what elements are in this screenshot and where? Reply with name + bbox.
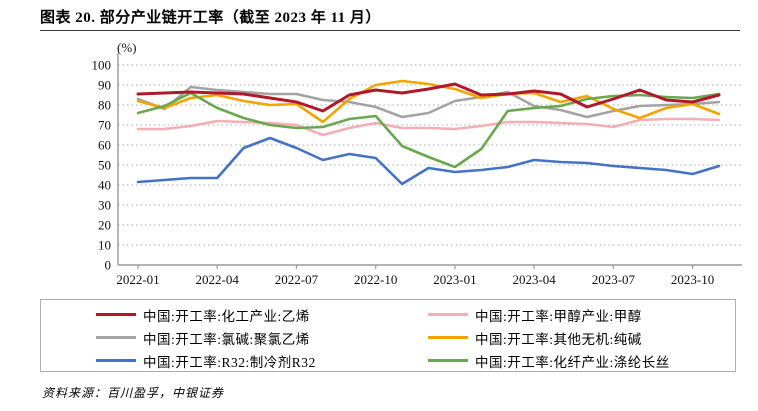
legend-item: 中国:开工率:R32:制冷剂R32: [96, 351, 428, 371]
title-divider: [40, 30, 740, 31]
legend-label: 中国:开工率:R32:制冷剂R32: [143, 354, 316, 370]
x-tick-label: 2022-10: [354, 272, 397, 287]
series-line-2: [136, 85, 721, 119]
figure-title: 图表 20. 部分产业链开工率（截至 2023 年 11 月）: [40, 10, 381, 26]
x-tick-label: 2022-01: [116, 272, 159, 287]
legend-label: 中国:开工率:其他无机:纯碱: [475, 331, 642, 347]
source-note: 资料来源：百川盈孚，中银证券: [42, 386, 225, 400]
series-line-0: [136, 82, 721, 113]
chart-legend: 中国:开工率:化工产业:乙烯 中国:开工率:甲醇产业:甲醇中国:开工率:氯碱:聚氯…: [40, 299, 736, 372]
legend-item: 中国:开工率:其他无机:纯碱: [428, 328, 735, 348]
y-tick-label: 70: [98, 118, 111, 133]
y-tick-label: 80: [98, 98, 111, 113]
legend-label: 中国:开工率:化工产业:乙烯: [143, 308, 310, 324]
y-tick-label: 0: [105, 258, 112, 273]
legend-item: 中国:开工率:甲醇产业:甲醇: [428, 305, 735, 325]
legend-item: 中国:开工率:化纤产业:涤纶长丝: [428, 351, 735, 371]
legend-item: 中国:开工率:氯碱:聚氯乙烯: [96, 328, 428, 348]
y-axis-unit-label: (%): [117, 40, 137, 55]
legend-swatch: [428, 336, 468, 339]
y-tick-label: 10: [98, 238, 111, 253]
legend-swatch: [96, 359, 136, 362]
x-tick-label: 2022-04: [196, 272, 240, 287]
legend-swatch: [428, 313, 468, 316]
x-tick-label: 2023-10: [671, 272, 714, 287]
x-tick-label: 2023-07: [592, 272, 636, 287]
x-tick-label: 2023-04: [512, 272, 556, 287]
series-line-4: [136, 136, 721, 186]
chart-canvas: 0 10 20 30 40 50 60 70 80 90 100 2022-01 2022-04 2022…: [92, 53, 742, 287]
y-tick-label: 20: [98, 218, 111, 233]
legend-label: 中国:开工率:氯碱:聚氯乙烯: [143, 331, 310, 347]
series-line-5: [136, 91, 721, 169]
legend-label: 中国:开工率:甲醇产业:甲醇: [475, 308, 642, 324]
x-tick-label: 2023-01: [433, 272, 476, 287]
y-tick-label: 100: [92, 58, 112, 73]
legend-label: 中国:开工率:化纤产业:涤纶长丝: [475, 354, 670, 370]
legend-swatch: [428, 359, 468, 362]
line-chart: 0 10 20 30 40 50 60 70 80 90 100 2022-01 2022-04 2022…: [0, 40, 758, 290]
y-tick-label: 30: [98, 198, 111, 213]
series-line-1: [136, 117, 721, 137]
series-line-3: [136, 79, 721, 124]
y-tick-label: 60: [98, 138, 111, 153]
legend-swatch: [96, 313, 136, 316]
legend-item: 中国:开工率:化工产业:乙烯: [96, 305, 428, 325]
y-tick-label: 50: [98, 158, 111, 173]
x-tick-label: 2022-07: [275, 272, 319, 287]
y-tick-label: 40: [98, 178, 111, 193]
legend-swatch: [96, 336, 136, 339]
y-tick-label: 90: [98, 78, 111, 93]
